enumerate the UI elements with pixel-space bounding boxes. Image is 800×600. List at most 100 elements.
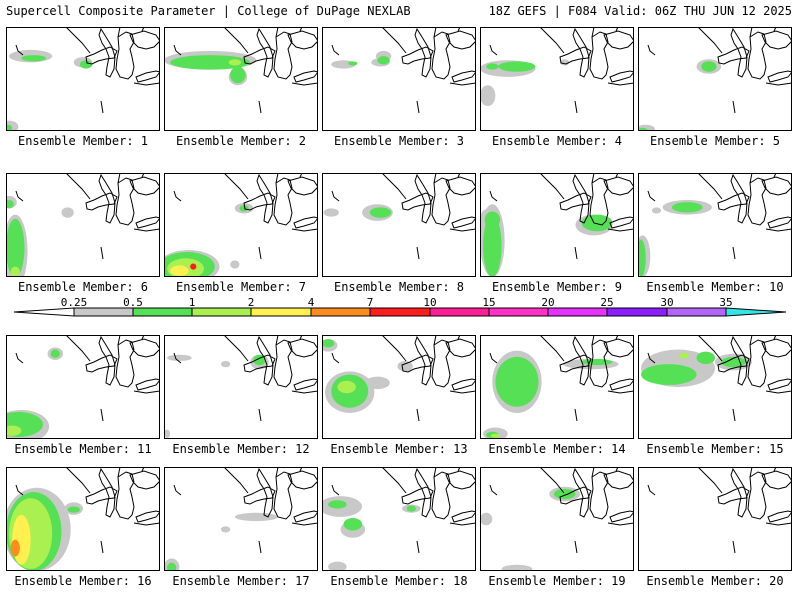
panel-frame [638, 467, 792, 571]
colorbar-segment [429, 307, 490, 317]
panel-caption: Ensemble Member: 15 [646, 442, 784, 456]
great-lakes-outline [401, 27, 476, 83]
colorbar-segment [488, 307, 549, 317]
great-lakes-outline [717, 467, 792, 523]
panel-caption: Ensemble Member: 20 [646, 574, 784, 588]
border-segment [258, 100, 262, 114]
colorbar-tick-label: 2 [247, 296, 255, 309]
border-segment [732, 540, 736, 554]
forecast-valid-time: 18Z GEFS | F084 Valid: 06Z THU JUN 12 20… [488, 4, 792, 18]
scp-contour [170, 55, 251, 70]
great-lakes-outline [85, 467, 160, 523]
ensemble-panel-17 [164, 467, 318, 571]
coastline-outline [697, 173, 792, 232]
border-segment [416, 540, 420, 554]
colorbar-segment [369, 307, 431, 317]
colorbar-segment [606, 307, 668, 317]
great-lakes-outline [559, 27, 634, 83]
ensemble-panel-12 [164, 335, 318, 439]
panel-caption: Ensemble Member: 5 [649, 134, 781, 148]
border-segment [489, 44, 498, 56]
border-segment [416, 246, 420, 260]
map-title: Supercell Composite Parameter | College … [6, 4, 411, 18]
colorbar-tick-label: 4 [307, 296, 315, 309]
great-lakes-outline [717, 27, 792, 83]
scp-contour [348, 61, 358, 66]
panel-caption: Ensemble Member: 10 [646, 280, 784, 294]
scp-contour [230, 260, 240, 269]
scp-contour [397, 361, 413, 372]
scp-contour [377, 56, 390, 65]
panel-map-10 [638, 173, 792, 277]
border-segment [100, 246, 104, 260]
panel-frame [6, 27, 160, 131]
scp-contour [239, 205, 249, 212]
border-segment [574, 100, 578, 114]
border-segment [416, 100, 420, 114]
scp-contour [679, 352, 689, 359]
scp-contour [638, 239, 646, 277]
scp-contour [337, 380, 356, 394]
ensemble-panel-11 [6, 335, 160, 439]
coastline-outline [697, 467, 792, 526]
border-segment [15, 44, 24, 56]
panel-map-18 [322, 467, 476, 571]
scp-contour [480, 85, 496, 107]
coastline-outline [223, 173, 318, 232]
panel-map-4 [480, 27, 634, 131]
scp-contour [343, 517, 363, 531]
scp-contour [484, 211, 501, 229]
scp-contour [6, 218, 25, 277]
panel-caption: Ensemble Member: 4 [491, 134, 623, 148]
panel-frame [480, 173, 634, 277]
scp-contour [167, 562, 177, 571]
colorbar-tick-label: 25 [600, 296, 614, 309]
border-segment [647, 44, 656, 56]
border-segment [100, 540, 104, 554]
scp-contour [323, 208, 339, 217]
scp-contour [328, 561, 347, 571]
coastline-outline [381, 335, 476, 394]
colorbar-left-arrow [13, 307, 75, 317]
scp-contour [230, 66, 246, 84]
panel-frame [322, 27, 476, 131]
scp-contour [651, 207, 662, 214]
scp-contour [228, 59, 241, 66]
coastline-outline [381, 173, 476, 232]
panel-map-2 [164, 27, 318, 131]
ensemble-panel-19 [480, 467, 634, 571]
great-lakes-outline [559, 335, 634, 391]
colorbar-segment [547, 307, 608, 317]
coastline-outline [65, 27, 160, 86]
border-segment [15, 484, 24, 496]
coastline-outline [381, 467, 476, 526]
great-lakes-outline [401, 335, 476, 391]
panel-frame [480, 335, 634, 439]
great-lakes-outline [85, 173, 160, 229]
coastline-outline [381, 27, 476, 86]
ensemble-panel-2 [164, 27, 318, 131]
panel-frame [6, 335, 160, 439]
border-segment [416, 408, 420, 422]
panel-caption: Ensemble Member: 9 [491, 280, 623, 294]
great-lakes-outline [401, 173, 476, 229]
border-segment [100, 408, 104, 422]
border-segment [258, 246, 262, 260]
border-segment [173, 44, 182, 56]
panel-frame [638, 173, 792, 277]
scp-contour [50, 349, 60, 358]
panel-frame [164, 173, 318, 277]
border-segment [647, 352, 656, 364]
colorbar-segment [310, 307, 371, 317]
panel-map-12 [164, 335, 318, 439]
coastline-outline [697, 335, 792, 394]
panel-caption: Ensemble Member: 3 [333, 134, 465, 148]
panel-frame [164, 335, 318, 439]
colorbar-tick-label: 20 [541, 296, 555, 309]
border-segment [574, 246, 578, 260]
great-lakes-outline [559, 467, 634, 523]
panel-caption: Ensemble Member: 14 [488, 442, 626, 456]
great-lakes-outline [401, 467, 476, 523]
panel-frame [6, 467, 160, 571]
scp-contour [581, 214, 613, 232]
